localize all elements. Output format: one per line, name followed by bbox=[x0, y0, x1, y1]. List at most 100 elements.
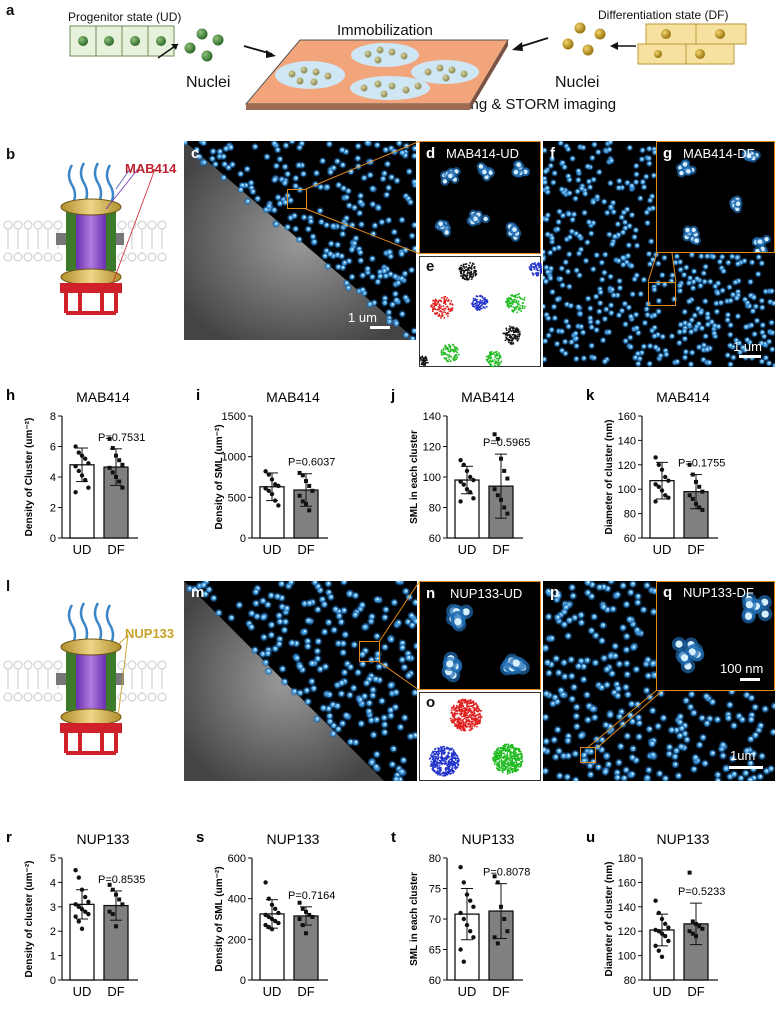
storm-spot bbox=[609, 286, 616, 293]
storm-spot bbox=[607, 302, 615, 309]
storm-spot bbox=[329, 222, 337, 230]
y-tick-label: 0 bbox=[240, 533, 246, 545]
data-point bbox=[114, 453, 118, 458]
storm-spot bbox=[385, 216, 393, 224]
data-point bbox=[694, 501, 698, 506]
storm-spot bbox=[313, 715, 321, 723]
localization-point bbox=[444, 307, 446, 310]
storm-spot bbox=[317, 218, 325, 226]
storm-spot bbox=[378, 697, 386, 705]
storm-spot bbox=[572, 703, 581, 711]
localization-point bbox=[454, 756, 457, 759]
localization-point bbox=[462, 726, 465, 728]
x-tick-label: DF bbox=[107, 984, 124, 999]
localization-point bbox=[498, 761, 500, 764]
storm-spot bbox=[716, 258, 724, 265]
data-point bbox=[83, 909, 88, 914]
storm-spot bbox=[690, 268, 698, 275]
storm-spot bbox=[275, 611, 283, 620]
localization-point bbox=[433, 752, 436, 755]
zoom-lines-m-n bbox=[378, 581, 420, 691]
localization-point bbox=[517, 337, 520, 340]
data-point bbox=[653, 455, 658, 460]
localization-point bbox=[519, 752, 522, 755]
localization-point bbox=[509, 327, 512, 329]
storm-spot bbox=[643, 581, 651, 590]
data-point bbox=[495, 941, 500, 946]
localization-point bbox=[440, 351, 443, 354]
storm-inset-n bbox=[419, 581, 541, 690]
localization-point bbox=[432, 759, 435, 762]
storm-spot bbox=[699, 733, 707, 742]
storm-spot bbox=[570, 683, 578, 692]
localization-point bbox=[495, 350, 498, 353]
storm-spot bbox=[761, 705, 770, 713]
storm-spot bbox=[339, 230, 347, 238]
chart-title: NUP133 bbox=[77, 831, 130, 847]
localization-point bbox=[473, 270, 476, 273]
storm-spot bbox=[725, 259, 732, 266]
storm-spot bbox=[564, 736, 572, 745]
storm-spot bbox=[547, 634, 556, 643]
data-point bbox=[659, 954, 665, 960]
storm-spot bbox=[701, 759, 709, 768]
storm-spot bbox=[676, 328, 683, 336]
localization-point bbox=[460, 264, 463, 267]
data-point bbox=[461, 959, 466, 964]
storm-spot bbox=[759, 321, 766, 329]
localization-point bbox=[446, 755, 449, 758]
storm-spot bbox=[628, 717, 637, 726]
data-point bbox=[653, 482, 658, 487]
storm-spot bbox=[312, 169, 321, 177]
storm-spot bbox=[348, 246, 356, 254]
storm-spot bbox=[583, 656, 592, 665]
storm-spot bbox=[340, 581, 348, 586]
localization-point bbox=[484, 299, 487, 301]
storm-spot bbox=[411, 152, 416, 160]
localization-point bbox=[494, 361, 497, 363]
storm-spot bbox=[713, 300, 720, 307]
localization-point bbox=[452, 721, 455, 724]
storm-spot bbox=[324, 581, 333, 588]
localization-point bbox=[474, 719, 477, 722]
storm-spot bbox=[727, 361, 734, 367]
localization-point bbox=[444, 751, 446, 754]
localization-point bbox=[508, 764, 511, 767]
storm-spot bbox=[205, 585, 213, 594]
localization-point bbox=[432, 755, 434, 758]
data-point bbox=[666, 495, 671, 500]
localization-point bbox=[433, 766, 436, 768]
storm-spot bbox=[748, 259, 756, 266]
localization-point bbox=[456, 351, 459, 354]
localization-point bbox=[523, 297, 526, 299]
localization-point bbox=[439, 746, 442, 748]
storm-blob bbox=[680, 159, 690, 169]
storm-spot bbox=[577, 732, 586, 740]
storm-spot bbox=[391, 290, 399, 298]
storm-spot bbox=[700, 270, 707, 277]
localization-point bbox=[486, 360, 489, 363]
storm-spot bbox=[589, 758, 598, 766]
storm-blob bbox=[450, 614, 466, 629]
panel-label-h: h bbox=[6, 387, 15, 404]
data-point bbox=[120, 485, 125, 490]
storm-spot bbox=[369, 230, 377, 238]
localization-point bbox=[440, 317, 442, 319]
localization-point bbox=[520, 310, 523, 312]
localization-point bbox=[528, 266, 531, 268]
storm-spot bbox=[635, 732, 643, 741]
storm-spot bbox=[659, 271, 666, 279]
storm-spot bbox=[733, 294, 741, 302]
storm-spot bbox=[359, 271, 367, 279]
localization-point bbox=[443, 746, 446, 748]
storm-spot bbox=[351, 738, 360, 747]
localization-point bbox=[472, 273, 475, 275]
localization-point bbox=[440, 752, 443, 755]
data-point bbox=[117, 458, 122, 463]
data-point bbox=[656, 910, 661, 916]
localization-point bbox=[515, 299, 518, 302]
storm-spot bbox=[618, 214, 625, 221]
localization-point bbox=[457, 759, 460, 761]
storm-spot bbox=[605, 328, 613, 336]
storm-spot bbox=[330, 626, 338, 634]
